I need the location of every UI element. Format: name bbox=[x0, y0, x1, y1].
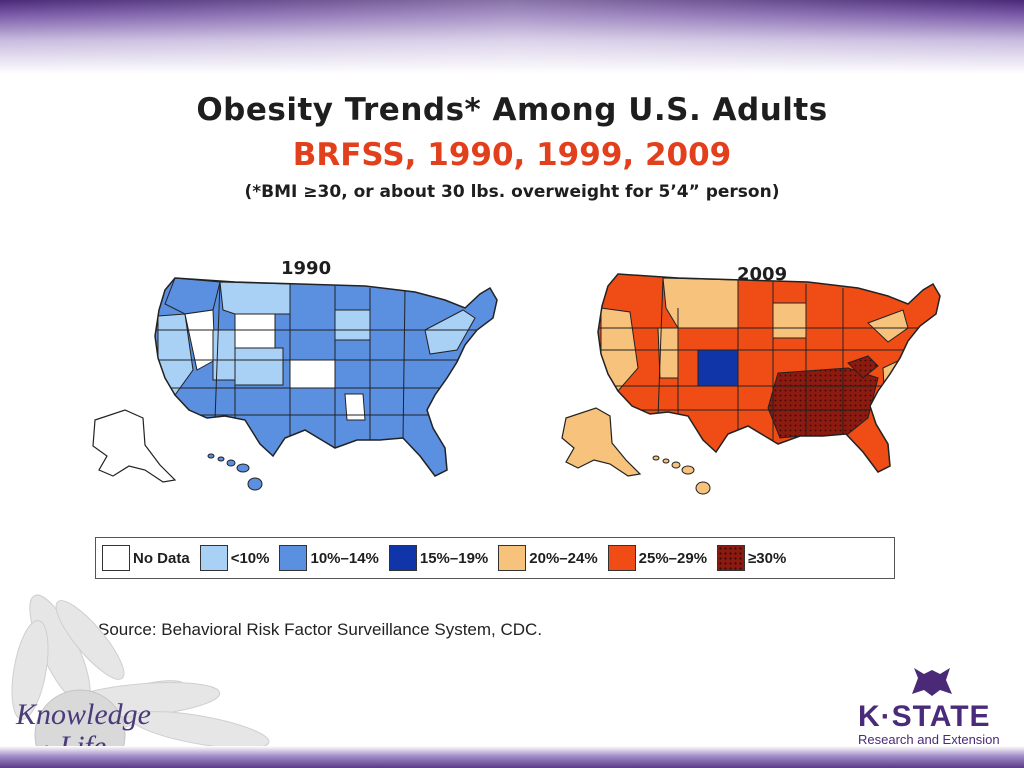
legend-label: ≥30% bbox=[748, 549, 787, 567]
kstate-subtitle: Research and Extension bbox=[858, 732, 1000, 747]
header-band bbox=[0, 0, 1024, 74]
legend-swatch bbox=[498, 545, 527, 571]
legend-item-10-14: 10%–14% bbox=[279, 545, 379, 571]
slide-note: (*BMI ≥30, or about 30 lbs. overweight f… bbox=[244, 182, 780, 202]
legend-label: 10%–14% bbox=[310, 549, 379, 567]
legend-swatch bbox=[717, 545, 746, 571]
legend-label: No Data bbox=[133, 549, 190, 567]
legend-label: 25%–29% bbox=[638, 549, 708, 567]
kstate-name: K·STATE bbox=[858, 700, 991, 733]
wildcat-icon bbox=[912, 668, 952, 696]
legend-item-lt10: <10% bbox=[199, 545, 270, 571]
map-1990-year: 1990 bbox=[281, 258, 332, 279]
legend-label: <10% bbox=[230, 549, 270, 567]
legend-swatch bbox=[199, 545, 228, 571]
legend-label: 20%–24% bbox=[529, 549, 598, 567]
map-1990 bbox=[92, 277, 498, 491]
kstate-logo: K·STATE Research and Extension bbox=[858, 700, 1000, 747]
legend-label: 15%–19% bbox=[419, 549, 489, 567]
legend-swatch bbox=[279, 545, 308, 571]
legend-item-15-19: 15%–19% bbox=[388, 545, 489, 571]
legend-item-gte30: ≥30% bbox=[717, 545, 786, 571]
legend-swatch bbox=[102, 545, 130, 571]
legend-swatch bbox=[607, 545, 636, 571]
legend-item-25-29: 25%–29% bbox=[607, 545, 708, 571]
slide-title: Obesity Trends* Among U.S. Adults bbox=[196, 92, 828, 128]
source-citation: Source: Behavioral Risk Factor Surveilla… bbox=[98, 620, 543, 639]
logo-text-knowledge: Knowledge bbox=[16, 698, 151, 731]
map-2009 bbox=[561, 273, 941, 495]
slide-subtitle: BRFSS, 1990, 1999, 2009 bbox=[292, 137, 732, 173]
legend: No Data <10% 10%–14% 15%–19% 20%–24% 25%… bbox=[95, 537, 895, 579]
sunflower-decoration bbox=[11, 594, 270, 750]
legend-item-no-data: No Data bbox=[102, 545, 190, 571]
legend-item-20-24: 20%–24% bbox=[498, 545, 598, 571]
footer-band bbox=[0, 746, 1024, 768]
legend-swatch bbox=[388, 545, 417, 571]
